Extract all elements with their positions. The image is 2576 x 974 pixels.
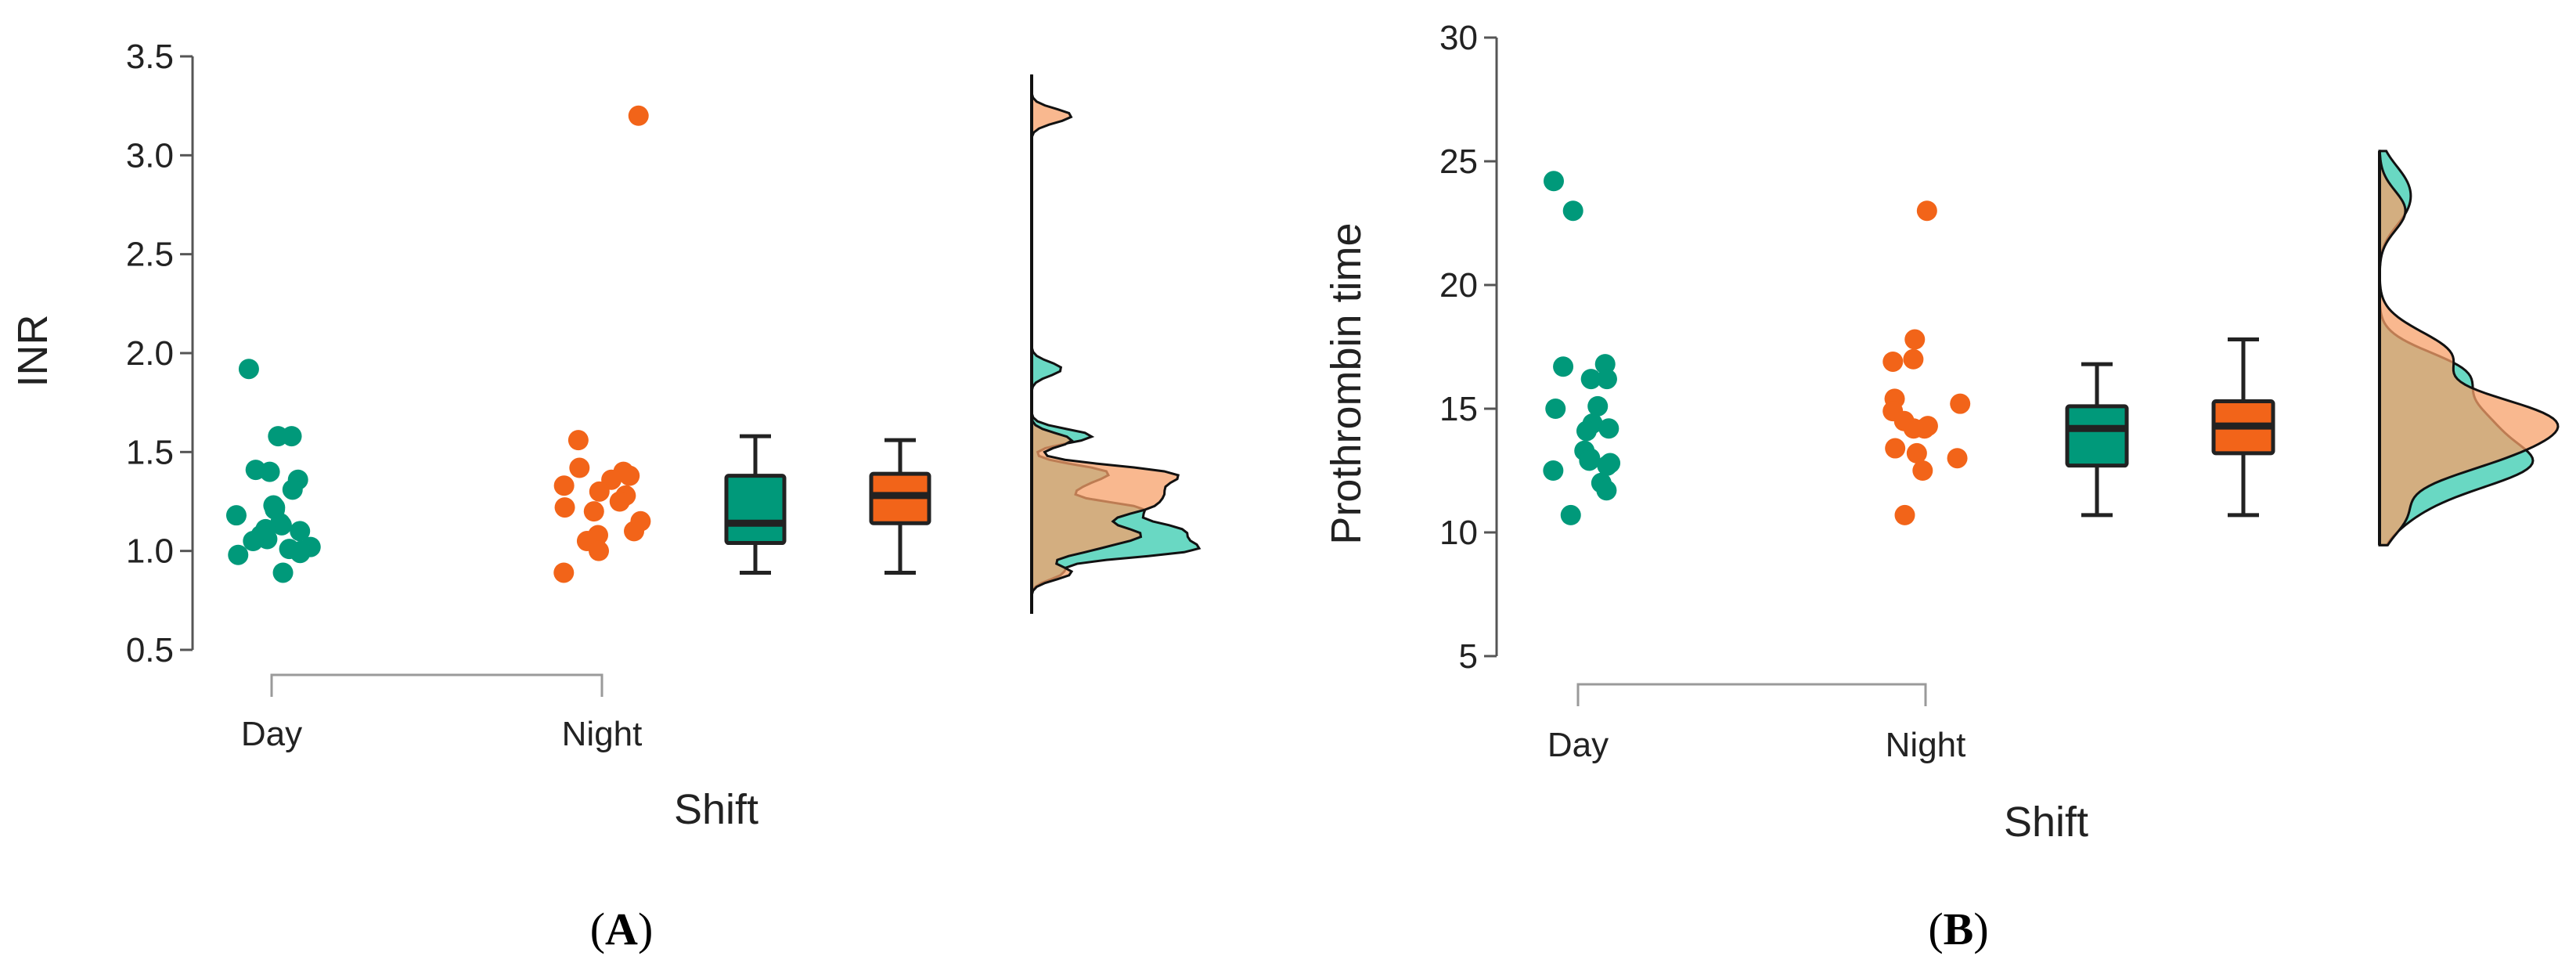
- x-axis-title: Shift: [2004, 799, 2088, 846]
- y-axis-title: Prothrombin time: [1323, 222, 1370, 544]
- night-point: [553, 562, 575, 583]
- night-point: [569, 457, 590, 478]
- panel-a: INR Shift Day Night (A) 0.5 1.0 1.5 2.0 2.5 3…: [9, 38, 1202, 954]
- night-point: [1906, 442, 1927, 464]
- night-point: [1903, 348, 1924, 370]
- day-point: [245, 460, 266, 481]
- y-tick-label: 2.5: [126, 236, 174, 274]
- panel-label: (A): [590, 904, 654, 954]
- day-point: [1598, 418, 1619, 439]
- y-axis-title: INR: [9, 315, 56, 388]
- night-point: [619, 465, 640, 486]
- category-label-night: Night: [1886, 726, 1966, 764]
- y-tick-label: 30: [1439, 19, 1478, 57]
- y-tick-label: 3.5: [126, 38, 174, 76]
- x-axis-bracket: [270, 673, 603, 697]
- day-point: [1553, 356, 1574, 377]
- day-point: [1543, 460, 1564, 481]
- night-point: [583, 501, 604, 522]
- x-axis-bracket: [1576, 683, 1927, 706]
- night-point: [1885, 438, 1906, 459]
- y-tick-label: 0.5: [126, 631, 174, 669]
- day-point: [1560, 504, 1581, 525]
- night-point: [589, 540, 610, 561]
- night-density: [2378, 150, 2560, 547]
- night-point: [1882, 351, 1904, 372]
- day-point: [290, 543, 311, 564]
- day-point: [271, 514, 292, 536]
- y-tick-label: 2.0: [126, 334, 174, 373]
- night-point: [589, 481, 610, 502]
- panel-b: Prothrombin time Shift Day Night (B) 5 10…: [1323, 19, 2560, 954]
- y-tick-label: 1.5: [126, 433, 174, 471]
- day-point: [1594, 354, 1616, 375]
- night-point: [1947, 448, 1968, 469]
- day-point: [1545, 399, 1566, 419]
- night-point: [1904, 329, 1926, 350]
- night-point: [1950, 393, 1971, 414]
- day-point: [225, 505, 247, 526]
- night-point: [1894, 504, 1915, 525]
- day-point: [1587, 395, 1609, 417]
- day-point: [282, 479, 303, 500]
- y-tick-label: 20: [1439, 266, 1478, 305]
- day-point: [1596, 480, 1617, 501]
- day-point: [268, 426, 289, 447]
- day-box: [724, 474, 787, 546]
- day-point: [238, 359, 259, 380]
- x-axis-title: Shift: [674, 786, 758, 833]
- y-tick-label: 3.0: [126, 136, 174, 175]
- day-point: [243, 531, 264, 552]
- day-point: [1543, 171, 1564, 192]
- y-tick-label: 15: [1439, 390, 1478, 428]
- night-point: [1916, 200, 1937, 222]
- night-point: [609, 491, 630, 512]
- night-point: [628, 105, 649, 126]
- day-point: [1579, 450, 1600, 471]
- day-point: [290, 521, 311, 542]
- y-tick-label: 10: [1439, 514, 1478, 552]
- day-point: [1597, 455, 1618, 476]
- day-point: [1576, 420, 1597, 442]
- category-label-day: Day: [241, 715, 302, 753]
- day-point: [1596, 369, 1617, 390]
- y-tick-label: 5: [1459, 637, 1478, 676]
- y-tick-label: 1.0: [126, 532, 174, 571]
- day-point: [272, 562, 294, 583]
- night-point: [554, 497, 575, 518]
- panel-letter: B: [1944, 904, 1974, 954]
- day-point: [228, 544, 249, 565]
- day-point: [1580, 369, 1601, 390]
- category-label-day: Day: [1547, 726, 1609, 764]
- category-label-night: Night: [562, 715, 643, 753]
- night-point: [1903, 418, 1924, 439]
- night-point: [553, 475, 575, 496]
- night-point: [567, 430, 589, 451]
- night-point: [1912, 460, 1933, 481]
- panel-label: (B): [1928, 904, 1988, 954]
- y-tick-label: 25: [1439, 142, 1478, 181]
- night-point: [624, 521, 645, 542]
- panel-letter: A: [605, 904, 638, 954]
- day-box: [2065, 404, 2129, 468]
- day-point: [1562, 200, 1583, 222]
